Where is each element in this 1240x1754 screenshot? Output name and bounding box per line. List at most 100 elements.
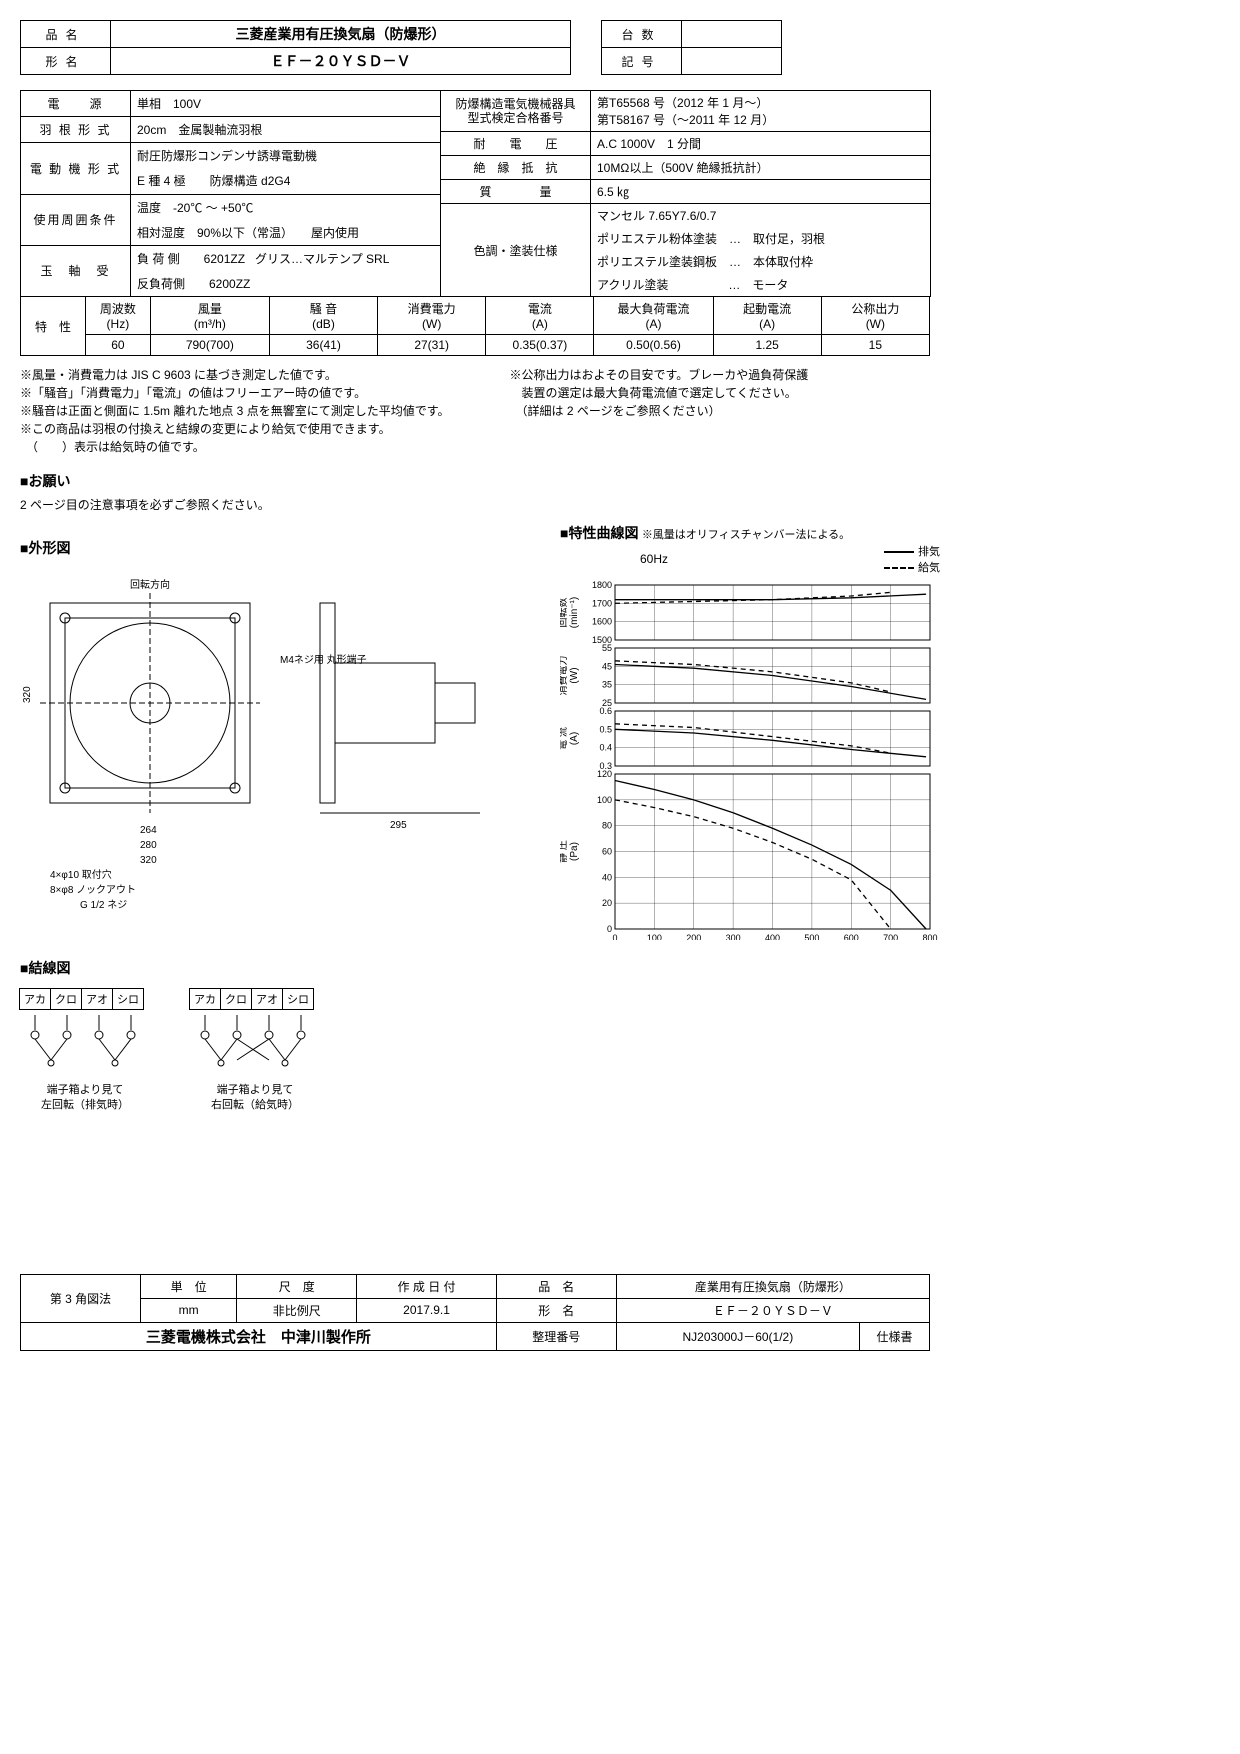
date-label: 作 成 日 付 — [357, 1274, 497, 1298]
drawing-title: ■外形図 — [20, 538, 540, 558]
motor-val2: E 種 4 極 防爆構造 d2G4 — [131, 168, 441, 194]
svg-text:0.5: 0.5 — [599, 724, 612, 734]
legend-supply: 給気 — [918, 562, 940, 574]
svg-text:264: 264 — [140, 825, 157, 836]
svg-text:300: 300 — [726, 933, 741, 940]
wiring-caption-right: 端子箱より見て右回転（給気時） — [190, 1083, 320, 1114]
header-right-table: 台数 記号 — [601, 20, 782, 75]
prod-label: 品 名 — [496, 1274, 616, 1298]
svg-text:80: 80 — [602, 821, 612, 831]
chart-col: ■特性曲線図 ※風量はオリフィスチャンバー法による。 60Hz 排気 給気 15… — [560, 523, 940, 943]
header-block: 品名 三菱産業用有圧換気扇（防爆形） 形名 ＥＦ－２０ＹＳＤ－Ｖ 台数 記号 — [20, 20, 1220, 75]
motor-label: 電 動 機 形 式 — [21, 143, 131, 194]
freq-val: 60 — [85, 335, 150, 356]
product-name: 三菱産業用有圧換気扇（防爆形） — [111, 21, 571, 48]
model-val-footer: ＥＦ－２０ＹＳＤ－Ｖ — [616, 1298, 929, 1322]
wiring-caption-left: 端子箱より見て左回転（排気時） — [20, 1083, 150, 1114]
svg-text:8×φ8 ノックアウト: 8×φ8 ノックアウト — [50, 884, 136, 896]
company: 三菱電機株式会社 中津川製作所 — [21, 1322, 497, 1350]
svg-text:静 圧: 静 圧 — [560, 840, 569, 863]
legend-exhaust: 排気 — [918, 546, 940, 558]
svg-text:1600: 1600 — [592, 617, 612, 627]
footer: 第 3 角図法 単 位 尺 度 作 成 日 付 品 名 産業用有圧換気扇（防爆形… — [20, 1274, 1220, 1351]
svg-text:40: 40 — [602, 872, 612, 882]
svg-text:0: 0 — [607, 924, 612, 934]
svg-text:35: 35 — [602, 680, 612, 690]
mid-row: ■外形図 — [20, 523, 1220, 943]
proj-label: 第 3 角図法 — [21, 1274, 141, 1322]
output-val: 15 — [821, 335, 929, 356]
maxcur-val: 0.50(0.56) — [594, 335, 713, 356]
wiring-svg-right — [190, 1015, 320, 1075]
cert-label: 防爆構造電気機械器具 型式検定合格番号 — [441, 91, 591, 132]
bearing-val2: 反負荷側 6200ZZ — [131, 271, 441, 297]
env-val1: 温度 -20℃ ～ +50℃ — [131, 194, 441, 220]
chart-legend: 排気 給気 — [884, 543, 940, 575]
svg-text:回転方向: 回転方向 — [130, 578, 170, 591]
startcur-val: 1.25 — [713, 335, 821, 356]
model-label: 形名 — [21, 48, 111, 75]
svg-text:消費電力: 消費電力 — [560, 656, 569, 696]
date-val: 2017.9.1 — [357, 1298, 497, 1322]
freq-label: 周波数(Hz) — [85, 297, 150, 335]
svg-text:320: 320 — [22, 686, 33, 703]
svg-text:4×φ10 取付穴: 4×φ10 取付穴 — [50, 868, 112, 881]
svg-text:20: 20 — [602, 898, 612, 908]
paint-val1: マンセル 7.65Y7.6/0.7 — [591, 204, 931, 228]
qty-value — [682, 21, 782, 48]
unit-val: mm — [141, 1298, 237, 1322]
svg-text:280: 280 — [140, 840, 157, 851]
env-label: 使用周囲条件 — [21, 194, 131, 245]
chart-header: 60Hz 排気 給気 — [560, 543, 940, 575]
drawing-area: 295 320 264 280 320 4×φ10 取付穴 8×φ8 ノックアウ… — [20, 563, 540, 923]
svg-text:60: 60 — [602, 847, 612, 857]
curve-note: ※風量はオリフィスチャンバー法による。 — [642, 529, 850, 541]
scale-val: 非比例尺 — [237, 1298, 357, 1322]
svg-text:回転数: 回転数 — [560, 598, 569, 628]
powercons-label: 消費電力(W) — [378, 297, 486, 335]
model-label-footer: 形 名 — [496, 1298, 616, 1322]
wiring-labels-left: アカクロアオシロ — [20, 988, 150, 1010]
svg-text:55: 55 — [602, 643, 612, 653]
docno-label: 整理番号 — [496, 1322, 616, 1350]
svg-text:(A): (A) — [569, 732, 580, 745]
airflow-val: 790(700) — [150, 335, 269, 356]
bearing-val1: 負 荷 側 6201ZZ — [137, 252, 245, 266]
svg-text:G 1/2 ネジ: G 1/2 ネジ — [80, 899, 127, 911]
svg-text:M4ネジ用 丸形端子: M4ネジ用 丸形端子 — [280, 653, 367, 666]
paint-val4: アクリル塗装 … モータ — [591, 273, 931, 297]
motor-val1: 耐圧防爆形コンデンサ誘導電動機 — [131, 143, 441, 169]
cert-val1: 第T65568 号（2012 年 1 月～） — [597, 94, 924, 111]
scale-label: 尺 度 — [237, 1274, 357, 1298]
spec-wrap: 電 源 単相 100V 羽 根 形 式 20cm 金属製軸流羽根 電 動 機 形… — [20, 90, 1220, 297]
doctype: 仕様書 — [860, 1322, 930, 1350]
bearing-val3: グリス…マルテンプ SRL — [255, 252, 389, 266]
paint-val3: ポリエステル塗装鋼板 … 本体取付枠 — [591, 250, 931, 273]
noise-label: 騒 音(dB) — [269, 297, 377, 335]
wiring-right: アカクロアオシロ 端子箱より見て右回転（給気時） — [190, 988, 320, 1114]
insul-label: 絶 縁 抵 抗 — [441, 156, 591, 180]
performance-table: 特 性 周波数(Hz) 風量(m³/h) 騒 音(dB) 消費電力(W) 電流(… — [20, 296, 930, 356]
mark-value — [682, 48, 782, 75]
current-label: 電流(A) — [486, 297, 594, 335]
notes-left: ※風量・消費電力は JIS C 9603 に基づき測定した値です。※「騒音」「消… — [20, 366, 450, 456]
request-text: 2 ページ目の注意事項を必ずご参照ください。 — [20, 496, 1220, 513]
cert-val2: 第T58167 号（～2011 年 12 月） — [597, 111, 924, 128]
product-label: 品名 — [21, 21, 111, 48]
spec-right-table: 防爆構造電気機械器具 型式検定合格番号 第T65568 号（2012 年 1 月… — [440, 90, 931, 297]
paint-label: 色調・塗装仕様 — [441, 204, 591, 297]
svg-text:120: 120 — [597, 769, 612, 779]
svg-text:200: 200 — [686, 933, 701, 940]
cert-val: 第T65568 号（2012 年 1 月～） 第T58167 号（～2011 年… — [591, 91, 931, 132]
footer-table: 第 3 角図法 単 位 尺 度 作 成 日 付 品 名 産業用有圧換気扇（防爆形… — [20, 1274, 930, 1351]
svg-text:電 流: 電 流 — [560, 727, 569, 750]
svg-text:100: 100 — [647, 933, 662, 940]
unit-label: 単 位 — [141, 1274, 237, 1298]
powercons-val: 27(31) — [378, 335, 486, 356]
svg-text:45: 45 — [602, 661, 612, 671]
startcur-label: 起動電流(A) — [713, 297, 821, 335]
wiring-left: アカクロアオシロ 端子箱より見て左回転（排気時） — [20, 988, 150, 1114]
voltage-val: A.C 1000V 1 分間 — [591, 132, 931, 156]
insul-val: 10MΩ以上（500V 絶縁抵抗計） — [591, 156, 931, 180]
svg-text:295: 295 — [390, 820, 407, 831]
